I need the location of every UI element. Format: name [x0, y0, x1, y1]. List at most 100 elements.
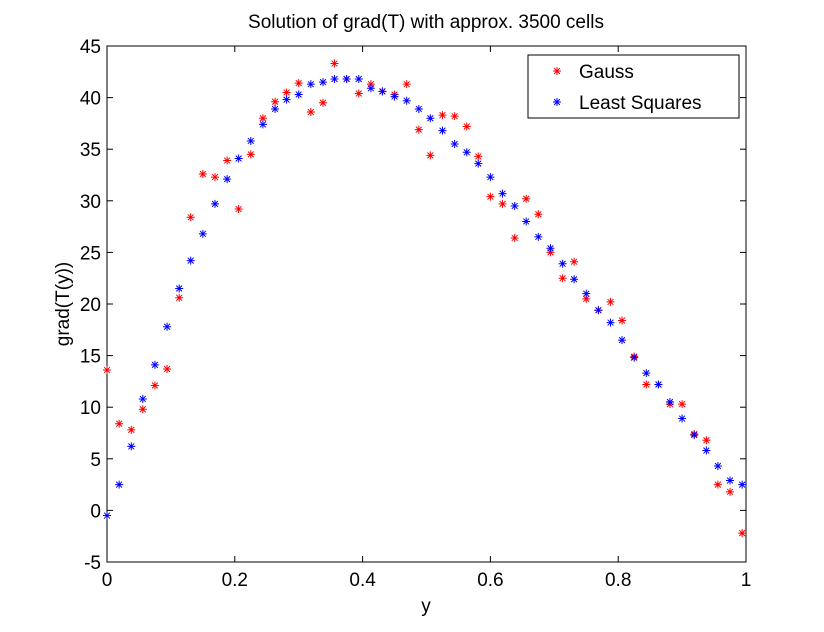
y-tick-label: 20 — [80, 295, 101, 316]
least-squares-point — [594, 306, 603, 315]
y-tick-label: 10 — [80, 398, 101, 419]
legend-label: Least Squares — [579, 93, 702, 114]
gauss-point — [534, 210, 543, 219]
legend-marker — [553, 67, 561, 75]
least-squares-point — [558, 259, 567, 268]
gauss-point — [486, 192, 495, 201]
least-squares-point — [115, 480, 124, 489]
least-squares-point — [474, 159, 483, 168]
chart-title: Solution of grad(T) with approx. 3500 ce… — [248, 12, 604, 33]
least-squares-point — [103, 511, 111, 520]
gauss-point — [115, 419, 124, 428]
least-squares-point — [570, 275, 579, 284]
gauss-point — [163, 365, 172, 374]
x-tick-label: 1 — [741, 570, 752, 591]
legend-marker — [553, 98, 561, 106]
least-squares-point — [318, 78, 327, 87]
gauss-point — [582, 294, 591, 303]
least-squares-point — [713, 462, 722, 471]
gauss-point — [558, 274, 567, 283]
least-squares-point — [258, 120, 267, 129]
least-squares-point — [726, 476, 735, 485]
gauss-point — [438, 111, 447, 120]
y-tick-label: 35 — [80, 140, 101, 161]
least-squares-point — [210, 199, 219, 208]
gauss-point — [246, 150, 255, 159]
x-tick-label: 0.8 — [605, 570, 631, 591]
gauss-point — [103, 366, 111, 375]
gauss-point — [474, 152, 483, 161]
gauss-point — [318, 98, 327, 107]
gauss-point — [150, 381, 159, 390]
least-squares-point — [486, 173, 495, 182]
least-squares-point — [546, 244, 555, 253]
gauss-point — [606, 297, 615, 306]
least-squares-point — [330, 75, 339, 84]
gauss-point — [426, 151, 435, 160]
least-squares-point — [438, 126, 447, 135]
gauss-point — [294, 79, 303, 88]
y-tick-label: 30 — [80, 192, 101, 213]
least-squares-point — [282, 95, 291, 104]
y-tick-label: 40 — [80, 89, 101, 110]
least-squares-point — [582, 289, 591, 298]
least-squares-point — [138, 394, 147, 403]
gauss-point — [678, 400, 687, 409]
least-squares-point — [234, 154, 243, 163]
x-axis: 0 0.2 0.4 0.6 0.8 1 — [102, 46, 752, 591]
gauss-point — [570, 257, 579, 266]
least-squares-point — [426, 114, 435, 123]
gauss-point — [702, 436, 711, 445]
y-axis: -5 0 5 10 15 20 25 30 35 40 45 — [80, 37, 746, 574]
gauss-point — [510, 233, 519, 242]
gauss-point — [175, 293, 184, 302]
least-squares-point — [306, 80, 315, 89]
least-squares-point — [246, 136, 255, 145]
gauss-point — [726, 487, 735, 496]
legend-label: Gauss — [579, 62, 634, 83]
gauss-point — [546, 248, 555, 257]
y-axis-label: grad(T(y)) — [53, 262, 74, 346]
gauss-point — [330, 59, 339, 68]
least-squares-point — [738, 480, 747, 489]
least-squares-point — [630, 353, 639, 362]
least-squares-point — [163, 322, 172, 331]
least-squares-point — [654, 380, 663, 389]
gauss-point — [450, 112, 459, 121]
legend-box — [527, 54, 740, 119]
least-squares-point — [702, 446, 711, 455]
least-squares-point — [186, 256, 195, 265]
least-squares-point — [606, 318, 615, 327]
x-tick-label: 0.6 — [477, 570, 503, 591]
y-tick-label: 25 — [80, 243, 101, 264]
gauss-point — [138, 405, 147, 414]
gauss-point — [354, 89, 363, 98]
least-squares-point — [402, 96, 411, 105]
gauss-point — [522, 194, 531, 203]
least-squares-point — [414, 104, 423, 113]
y-tick-label: 5 — [90, 450, 101, 471]
gauss-point — [234, 205, 243, 214]
least-squares-point — [665, 398, 674, 407]
gauss-point — [186, 213, 195, 222]
gauss-point — [366, 80, 375, 89]
gauss-point — [223, 156, 232, 165]
gauss-point — [713, 480, 722, 489]
least-squares-point — [175, 284, 184, 293]
least-squares-point — [366, 84, 375, 93]
gauss-point — [642, 380, 651, 389]
least-squares-point — [390, 92, 399, 101]
gauss-point — [198, 169, 207, 178]
least-squares-point — [198, 229, 207, 238]
gauss-point — [738, 529, 747, 538]
least-squares-point — [498, 189, 507, 198]
least-squares-point — [150, 360, 159, 369]
x-tick-label: 0 — [102, 570, 113, 591]
least-squares-point — [378, 87, 387, 96]
least-squares-point — [618, 336, 627, 345]
gauss-point — [271, 97, 280, 106]
least-squares-point — [450, 140, 459, 149]
y-tick-label: 0 — [90, 501, 101, 522]
gauss-point — [402, 80, 411, 89]
